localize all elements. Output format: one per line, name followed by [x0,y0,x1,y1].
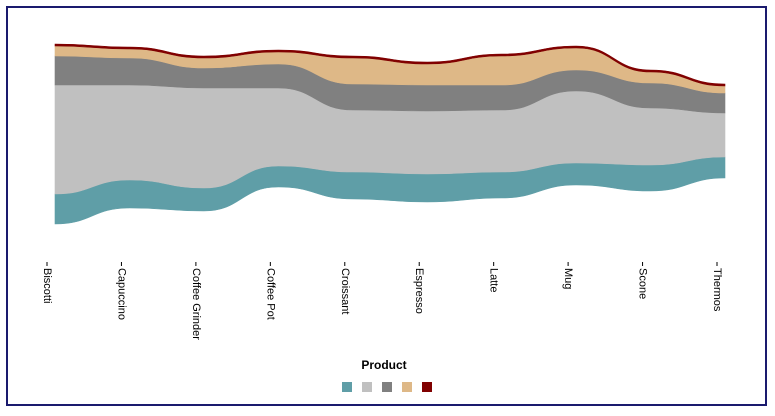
legend-swatch-2 [362,382,372,392]
x-tick-label: Coffee Pot [264,268,276,320]
x-tick-label: Espresso [413,268,425,314]
x-tick-label: Croissant [339,268,351,314]
streamgraph-chart: Biscotti Capuccino Coffee Grinder Coffee Po… [41,43,726,392]
x-tick-label: Mug [562,268,574,289]
legend-swatch-5 [422,382,432,392]
stream-layer-5 [54,43,726,87]
x-tick-label: Thermos [711,268,723,312]
legend-items [342,382,432,392]
legend: Product [342,358,432,392]
stream-layers [54,43,726,225]
x-tick-label: Scone [637,268,649,299]
x-tick-label: Capuccino [115,268,127,320]
legend-title: Product [361,358,406,372]
legend-swatch-3 [382,382,392,392]
legend-swatch-1 [342,382,352,392]
x-axis: Biscotti Capuccino Coffee Grinder Coffee Po… [41,262,723,340]
x-tick-label: Biscotti [41,268,53,303]
x-tick-label: Coffee Grinder [190,268,202,340]
legend-swatch-4 [402,382,412,392]
x-tick-label: Latte [488,268,500,292]
chart-frame: Biscotti Capuccino Coffee Grinder Coffee Po… [6,6,767,406]
